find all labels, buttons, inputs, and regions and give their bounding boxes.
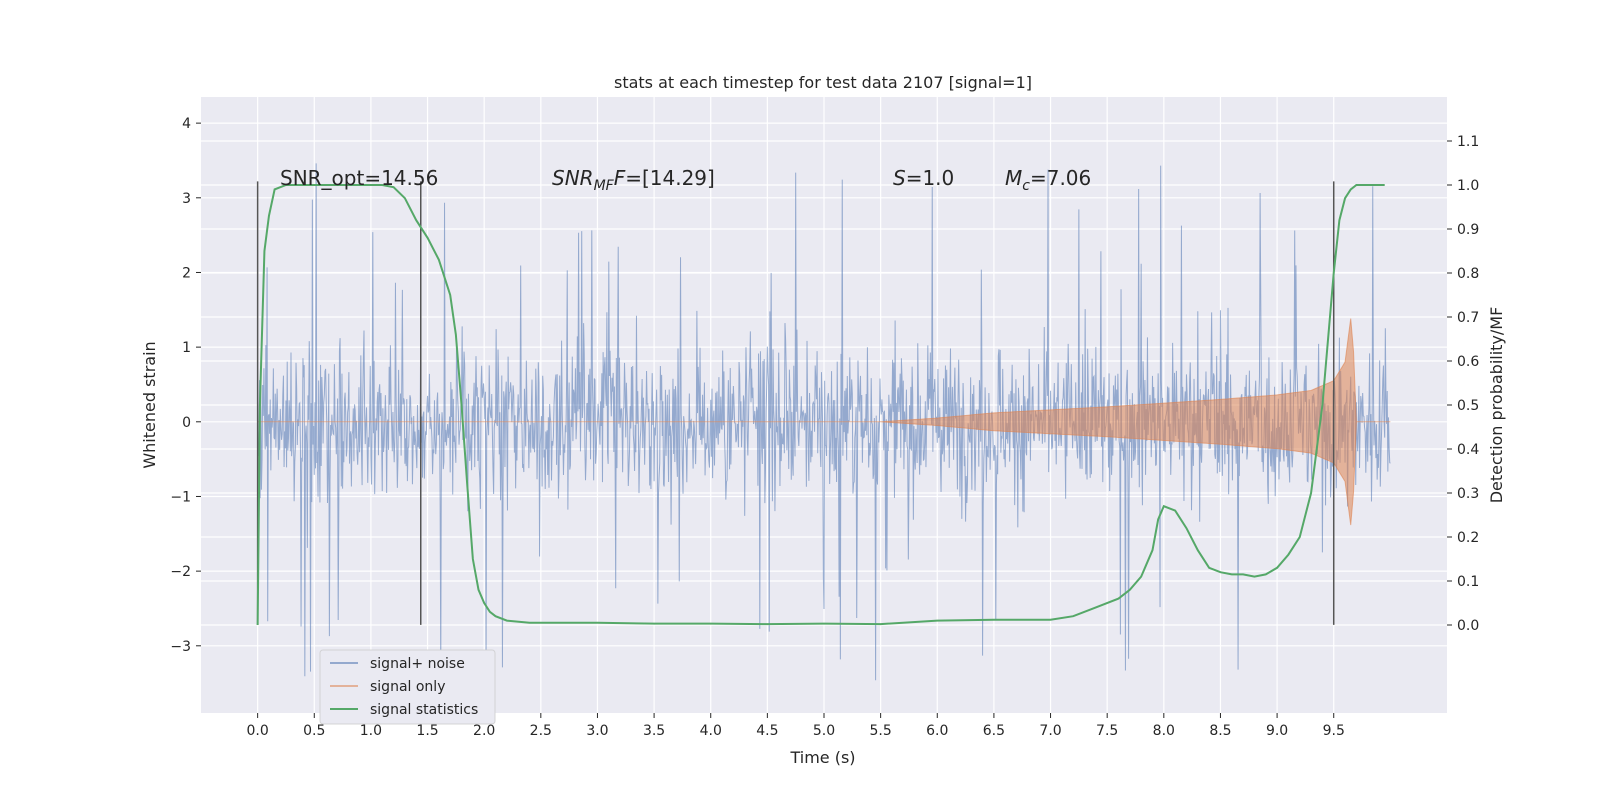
annotation-mc-name: M bbox=[1005, 166, 1022, 190]
x-tick-label: 4.0 bbox=[700, 723, 722, 739]
y-tick-label: −3 bbox=[170, 639, 191, 655]
x-tick-label: 1.5 bbox=[416, 723, 438, 739]
annotation-mc-value: =7.06 bbox=[1030, 166, 1091, 190]
annotation-s-name: S bbox=[893, 166, 906, 190]
y-tick-label: 3 bbox=[182, 191, 191, 207]
series-signal-noise-line bbox=[257, 163, 1391, 681]
annotation-mc-sub: c bbox=[1022, 178, 1030, 194]
y-axis-right: 0.0 0.1 0.2 0.3 0.4 0.5 0.6 0.7 0.8 0.9 1.0 1.1 bbox=[1447, 134, 1479, 634]
y-tick-label: 0 bbox=[182, 415, 191, 431]
x-tick-label: 9.5 bbox=[1323, 723, 1345, 739]
y-tick-label: −2 bbox=[170, 564, 191, 580]
y-right-tick-label: 0.6 bbox=[1457, 354, 1479, 370]
y-right-tick-label: 0.4 bbox=[1457, 442, 1479, 458]
chart-title: stats at each timestep for test data 210… bbox=[614, 73, 1032, 92]
series-signal-statistics-line bbox=[256, 184, 1385, 626]
x-axis: 0.0 0.5 1.0 1.5 2.0 2.5 3.0 3.5 4.0 4.5 5.0 5.5 6.0 6… bbox=[247, 713, 1345, 739]
x-tick-label: 6.5 bbox=[983, 723, 1005, 739]
y-right-tick-label: 0.7 bbox=[1457, 310, 1479, 326]
annotation-snr-mf-value: =[14.29] bbox=[625, 166, 715, 190]
y-right-tick-label: 1.1 bbox=[1457, 134, 1479, 150]
x-tick-label: 8.5 bbox=[1209, 723, 1231, 739]
x-axis-label: Time (s) bbox=[789, 748, 855, 767]
annotation-s: S=1.0 bbox=[893, 166, 954, 190]
legend-box bbox=[319, 649, 496, 725]
y-tick-label: −1 bbox=[170, 489, 191, 505]
x-tick-label: 7.5 bbox=[1096, 723, 1118, 739]
x-tick-label: 2.0 bbox=[473, 723, 495, 739]
y-axis-right-label: Detection probability/MF bbox=[1487, 307, 1506, 504]
plot-content bbox=[256, 163, 1391, 681]
annotations: SNR_opt=14.56 SNRMFF=[14.29] S=1.0 Mc=7.… bbox=[280, 166, 1091, 194]
y-right-tick-label: 0.0 bbox=[1457, 618, 1479, 634]
y-right-tick-label: 0.5 bbox=[1457, 398, 1479, 414]
annotation-snr-mf-name: SNR bbox=[552, 166, 594, 190]
annotation-snr-mf-sub: MF bbox=[594, 178, 615, 194]
x-tick-label: 3.5 bbox=[643, 723, 665, 739]
legend-label-signal-statistics: signal statistics bbox=[370, 702, 478, 718]
annotation-snr-mf: SNRMFF=[14.29] bbox=[552, 166, 715, 194]
annotation-mc: Mc=7.06 bbox=[1005, 166, 1091, 194]
series-signal-only-band bbox=[257, 318, 1391, 526]
y-axis-label: Whitened strain bbox=[140, 341, 159, 468]
x-tick-label: 9.0 bbox=[1266, 723, 1288, 739]
x-tick-label: 4.5 bbox=[756, 723, 778, 739]
x-tick-label: 3.0 bbox=[586, 723, 608, 739]
x-tick-label: 5.0 bbox=[813, 723, 835, 739]
y-right-tick-label: 0.9 bbox=[1457, 222, 1479, 238]
y-tick-label: 1 bbox=[182, 340, 191, 356]
annotation-snr-mf-f: F bbox=[614, 166, 626, 190]
y-right-tick-label: 0.1 bbox=[1457, 574, 1479, 590]
annotation-s-value: =1.0 bbox=[906, 166, 955, 190]
y-axis-left: −3 −2 −1 0 1 2 3 4 bbox=[170, 116, 201, 655]
y-right-tick-label: 0.3 bbox=[1457, 486, 1479, 502]
x-tick-label: 0.0 bbox=[247, 723, 269, 739]
y-tick-label: 4 bbox=[182, 116, 191, 132]
y-right-tick-label: 0.2 bbox=[1457, 530, 1479, 546]
x-tick-label: 1.0 bbox=[360, 723, 382, 739]
x-tick-label: 0.5 bbox=[303, 723, 325, 739]
x-tick-label: 2.5 bbox=[530, 723, 552, 739]
y-right-tick-label: 0.8 bbox=[1457, 266, 1479, 282]
annotation-snr-opt: SNR_opt=14.56 bbox=[280, 166, 438, 190]
x-tick-label: 7.0 bbox=[1039, 723, 1061, 739]
legend-label-signal-noise: signal+ noise bbox=[370, 656, 465, 672]
x-tick-label: 5.5 bbox=[870, 723, 892, 739]
y-tick-label: 2 bbox=[182, 265, 191, 281]
legend-label-signal-only: signal only bbox=[370, 679, 445, 695]
y-right-tick-label: 1.0 bbox=[1457, 178, 1479, 194]
legend: signal+ noise signal only signal statist… bbox=[319, 649, 496, 725]
x-tick-label: 6.0 bbox=[926, 723, 948, 739]
x-tick-label: 8.0 bbox=[1153, 723, 1175, 739]
